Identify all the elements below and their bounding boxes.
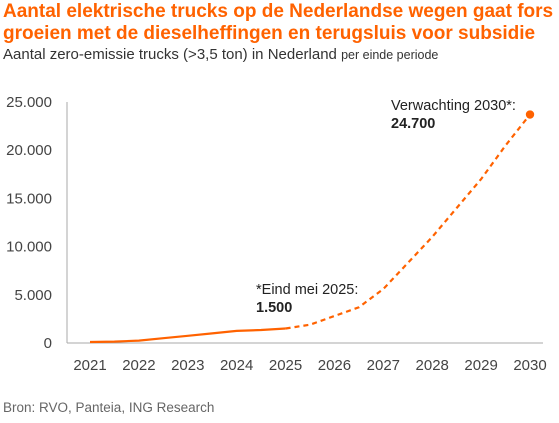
chart-title: Aantal elektrische trucks op de Nederlan… <box>3 1 554 44</box>
x-tick-label: 2027 <box>367 357 400 374</box>
x-tick-label: 2023 <box>171 357 204 374</box>
x-tick-label: 2026 <box>318 357 351 374</box>
x-tick-label: 2022 <box>122 357 155 374</box>
x-tick-label: 2030 <box>513 357 546 374</box>
x-tick-label: 2025 <box>269 357 302 374</box>
y-tick-label: 0 <box>44 335 52 352</box>
y-tick-label: 10.000 <box>6 239 52 256</box>
x-axis-labels: 2021 2022 2023 2024 2025 2026 2027 2028 2029 2030 <box>73 357 546 374</box>
x-tick-label: 2029 <box>464 357 497 374</box>
end-point-marker <box>525 110 535 119</box>
y-tick-label: 25.000 <box>6 94 52 111</box>
chart-subtitle: Aantal zero-emissie trucks (>3,5 ton) in… <box>3 46 438 63</box>
y-tick-label: 5.000 <box>14 287 52 304</box>
y-tick-label: 20.000 <box>6 142 52 159</box>
annotation-2025-value: 1.500 <box>256 300 292 316</box>
subtitle-period-note: per einde periode <box>341 48 439 62</box>
x-tick-label: 2021 <box>73 357 106 374</box>
x-tick-label: 2028 <box>416 357 449 374</box>
subtitle-main: Aantal zero-emissie trucks (>3,5 ton) in… <box>3 46 337 63</box>
annotation-2030-value: 24.700 <box>391 116 435 132</box>
annotation-2025-label: *Eind mei 2025: <box>256 282 358 298</box>
annotation-2030-label: Verwachting 2030*: <box>391 98 516 114</box>
source-note: Bron: RVO, Panteia, ING Research <box>3 400 215 415</box>
series-line-actual <box>89 327 286 344</box>
y-tick-label: 15.000 <box>6 190 52 207</box>
y-axis-labels: 0 5.000 10.000 15.000 20.000 25.000 <box>6 94 52 352</box>
x-tick-label: 2024 <box>220 357 253 374</box>
